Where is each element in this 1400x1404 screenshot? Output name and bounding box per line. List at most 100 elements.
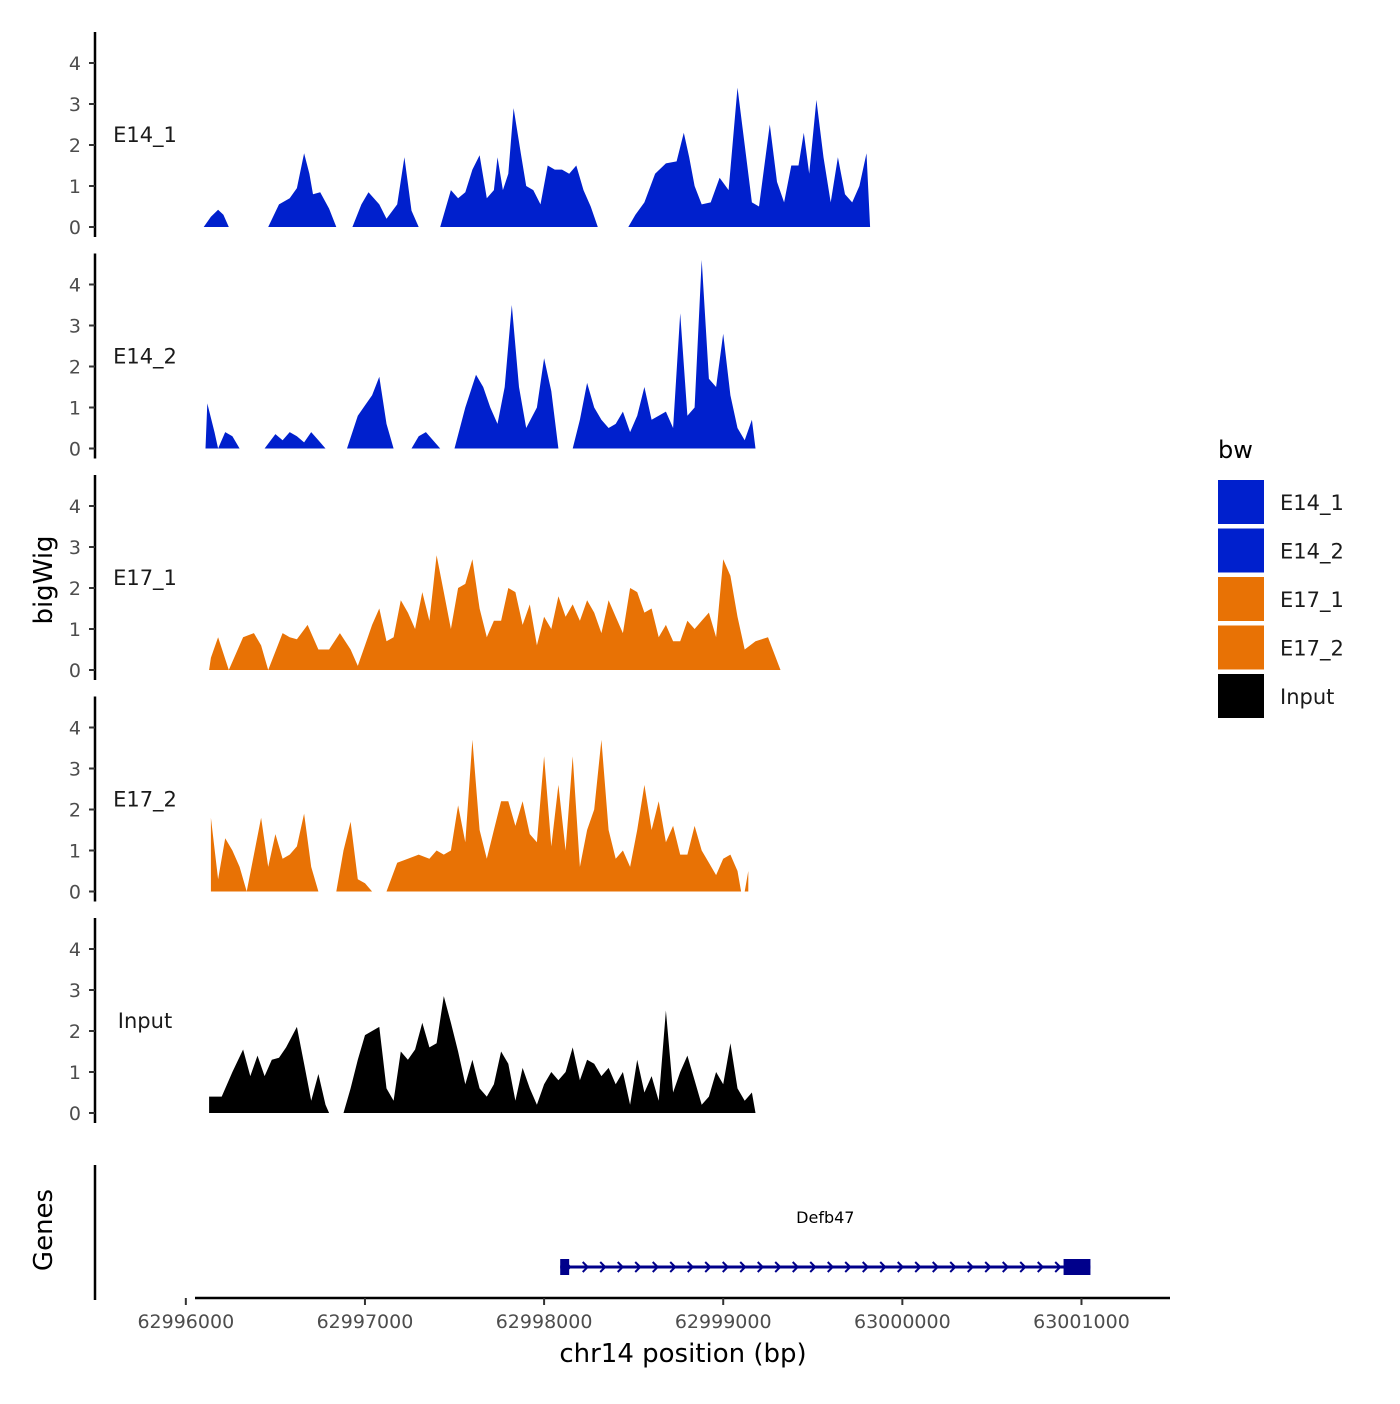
gene-layer: Defb47 [560, 1208, 1091, 1275]
gene-exon [1063, 1259, 1091, 1275]
y-tick-label: 3 [69, 980, 81, 1002]
legend-swatch [1218, 625, 1264, 670]
signal-area-input [209, 996, 756, 1113]
x-tick-label: 62997000 [317, 1311, 414, 1333]
genes-panel-title: Genes [29, 1189, 59, 1271]
y-tick-label: 0 [69, 882, 81, 904]
gene-strand-arrow [862, 1261, 870, 1273]
y-tick-label: 0 [69, 1103, 81, 1125]
gene-strand-arrow [984, 1261, 992, 1273]
gene-strand-arrow [967, 1261, 975, 1273]
y-tick-label: 0 [69, 217, 81, 239]
x-ticks: 62996000 62997000 62998000 62999000 63000000… [137, 1298, 1130, 1333]
legend-swatch [1218, 674, 1264, 718]
legend-swatch [1218, 480, 1264, 524]
track-panel-e17-2: 0 1 2 3 4 E17_2 [69, 696, 749, 904]
gene-strand-arrow [844, 1261, 852, 1273]
legend-label: E17_1 [1280, 588, 1344, 613]
y-tick-label: 3 [69, 94, 81, 116]
legend-label: E14_1 [1280, 491, 1344, 516]
x-axis: 62996000 62997000 62998000 62999000 63000000… [137, 1296, 1170, 1369]
gene-strand-arrow [949, 1261, 957, 1273]
track-label: E17_2 [113, 788, 177, 813]
y-tick-label: 3 [69, 759, 81, 781]
tracks-layer: 0 1 2 3 4 E14_1 0 1 2 3 4 E14_2 0 1 2 3 4 E17_1 0 1 2 3 4 E17_2… [69, 32, 885, 1125]
gene-strand-arrow [652, 1261, 660, 1273]
y-tick-label: 3 [69, 537, 81, 559]
gene-strand-arrow [1037, 1261, 1045, 1273]
track-label: E17_1 [113, 566, 177, 591]
signal-area-e17-2 [210, 739, 749, 892]
gene-strand-arrow [704, 1261, 712, 1273]
signal-area-e14-2 [205, 259, 770, 449]
y-tick-label: 3 [69, 316, 81, 338]
y-tick-label: 2 [69, 1021, 81, 1043]
track-label: E14_1 [113, 123, 177, 148]
gene-strand-arrow [827, 1261, 835, 1273]
legend-swatch [1218, 528, 1264, 573]
signal-area-e17-1 [209, 555, 781, 670]
gene-strand-arrow [1019, 1261, 1027, 1273]
gene-strand-arrow [774, 1261, 782, 1273]
y-tick-label: 2 [69, 135, 81, 157]
y-tick-label: 4 [69, 275, 81, 297]
x-axis-title: chr14 position (bp) [559, 1339, 806, 1369]
gene-strand-arrow [914, 1261, 922, 1273]
legend-label: Input [1280, 685, 1334, 709]
gene-strand-arrow [757, 1261, 765, 1273]
gene-strand-arrow [1002, 1261, 1010, 1273]
y-tick-label: 1 [69, 619, 81, 641]
y-tick-label: 2 [69, 800, 81, 822]
y-tick-label: 4 [69, 939, 81, 961]
y-tick-label: 4 [69, 496, 81, 518]
y-tick-label: 0 [69, 660, 81, 682]
legend: bw E14_1 E14_2 E17_1 E17_2 Input [1218, 436, 1344, 718]
track-label: E14_2 [113, 345, 177, 370]
track-panel-e17-1: 0 1 2 3 4 E17_1 [69, 475, 781, 682]
y-tick-label: 1 [69, 176, 81, 198]
gene-strand-arrow [1054, 1261, 1062, 1273]
y-tick-label: 4 [69, 718, 81, 740]
y-tick-label: 0 [69, 439, 81, 461]
legend-title: bw [1218, 436, 1253, 464]
gene-strand-arrow [897, 1261, 905, 1273]
track-panel-e14-1: 0 1 2 3 4 E14_1 [69, 32, 885, 239]
y-tick-label: 2 [69, 357, 81, 379]
gene-strand-arrow [792, 1261, 800, 1273]
y-tick-label: 4 [69, 53, 81, 75]
gene-strand-arrow [809, 1261, 817, 1273]
gene-strand-arrow [722, 1261, 730, 1273]
signal-area-e14-1 [203, 87, 885, 227]
x-tick-label: 63000000 [854, 1311, 951, 1333]
x-tick-label: 63001000 [1033, 1311, 1130, 1333]
gene-strand-arrow [617, 1261, 625, 1273]
x-tick-label: 62998000 [496, 1311, 593, 1333]
gene-strand-arrow [599, 1261, 607, 1273]
gene-strand-arrow [687, 1261, 695, 1273]
gene-name-label: Defb47 [796, 1208, 854, 1227]
gene-strand-arrow [669, 1261, 677, 1273]
track-panel-input: 0 1 2 3 4 Input [69, 918, 756, 1125]
x-tick-label: 62999000 [675, 1311, 772, 1333]
gene-strand-arrow [634, 1261, 642, 1273]
gene-exon [560, 1259, 570, 1275]
y-tick-label: 2 [69, 578, 81, 600]
track-label: Input [118, 1009, 172, 1033]
gene-strand-arrow [879, 1261, 887, 1273]
y-tick-label: 1 [69, 398, 81, 420]
y-tick-label: 1 [69, 1062, 81, 1084]
genes-panel: Genes Defb47 [29, 1165, 1091, 1300]
legend-swatch [1218, 577, 1264, 621]
legend-label: E14_2 [1280, 540, 1344, 565]
legend-entries: E14_1 E14_2 E17_1 E17_2 Input [1218, 480, 1344, 718]
gene-strand-arrow [932, 1261, 940, 1273]
x-tick-label: 62996000 [137, 1311, 234, 1333]
track-panel-e14-2: 0 1 2 3 4 E14_2 [69, 253, 770, 461]
legend-label: E17_2 [1280, 637, 1344, 662]
y-tick-label: 1 [69, 841, 81, 863]
gene-strand-arrow [739, 1261, 747, 1273]
y-axis-title: bigWig [29, 535, 59, 624]
gene-strand-arrow [582, 1261, 590, 1273]
